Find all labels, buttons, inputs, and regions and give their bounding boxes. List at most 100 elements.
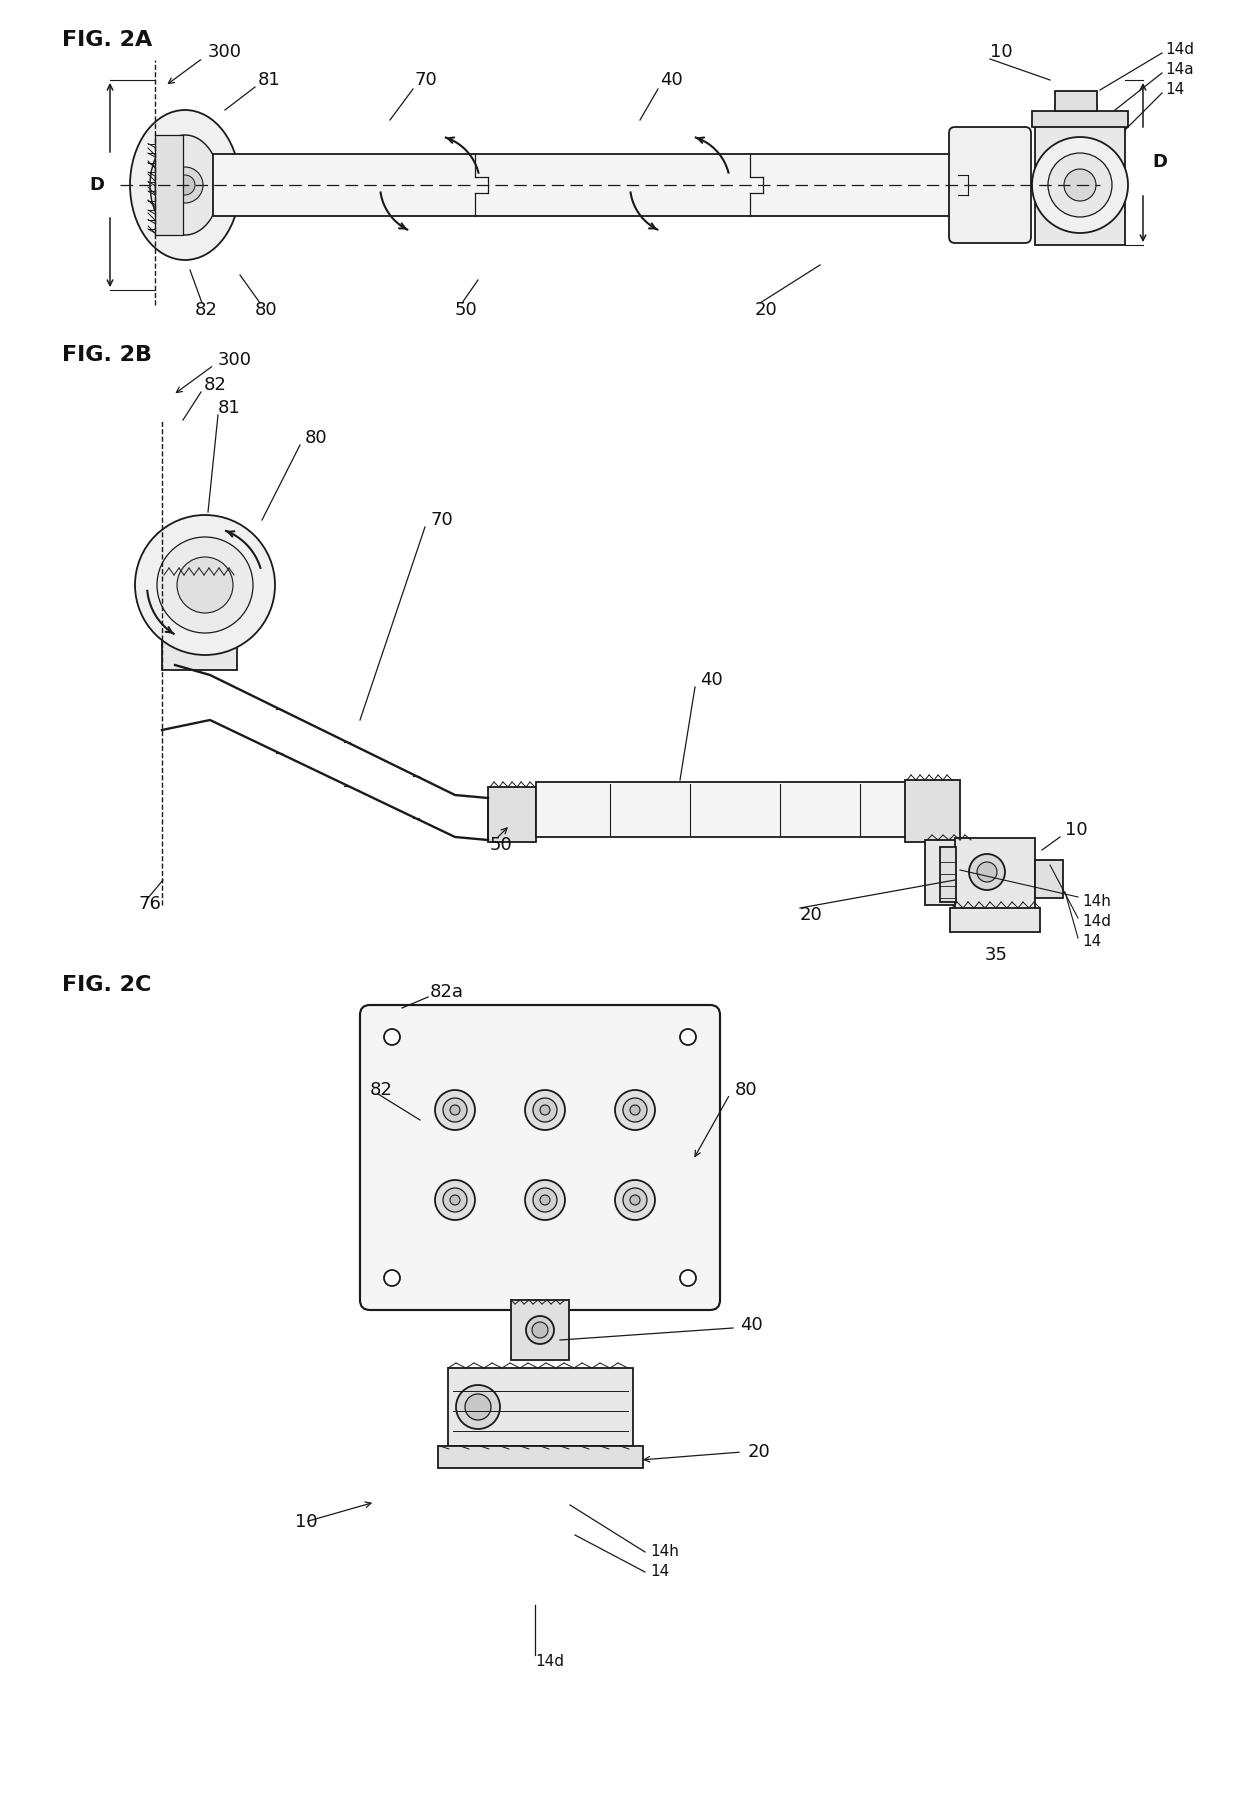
Bar — [955, 839, 1035, 911]
Bar — [1035, 860, 1063, 898]
Text: D: D — [89, 176, 104, 194]
Text: 81: 81 — [218, 400, 241, 418]
Bar — [905, 779, 960, 842]
Bar — [511, 1300, 569, 1361]
Bar — [155, 176, 177, 193]
Text: 14: 14 — [650, 1564, 670, 1580]
Circle shape — [977, 862, 997, 882]
Circle shape — [680, 1271, 696, 1285]
Text: 20: 20 — [800, 905, 823, 923]
Text: 14: 14 — [1166, 83, 1184, 97]
Circle shape — [532, 1321, 548, 1337]
Bar — [1032, 112, 1128, 128]
Circle shape — [615, 1181, 655, 1220]
Circle shape — [525, 1091, 565, 1130]
Circle shape — [175, 175, 195, 194]
Circle shape — [539, 1195, 551, 1204]
Text: 14: 14 — [1083, 934, 1101, 950]
Text: 20: 20 — [748, 1444, 771, 1462]
Circle shape — [135, 515, 275, 655]
Circle shape — [622, 1098, 647, 1121]
Bar — [213, 155, 955, 216]
Text: 50: 50 — [455, 301, 477, 319]
Bar — [155, 176, 177, 193]
Bar — [489, 787, 536, 842]
Circle shape — [465, 1393, 491, 1420]
Text: 82a: 82a — [430, 983, 464, 1001]
Text: 14d: 14d — [534, 1654, 564, 1670]
Text: 81: 81 — [258, 70, 280, 88]
Circle shape — [533, 1188, 557, 1211]
Text: 80: 80 — [735, 1082, 758, 1100]
Bar — [155, 176, 177, 193]
Circle shape — [450, 1105, 460, 1114]
Text: 50: 50 — [490, 835, 513, 853]
Circle shape — [443, 1098, 467, 1121]
Text: 10: 10 — [295, 1514, 317, 1532]
Circle shape — [157, 536, 253, 634]
Bar — [155, 176, 177, 193]
Text: 76: 76 — [138, 895, 161, 913]
Text: 300: 300 — [208, 43, 242, 61]
Text: D: D — [1152, 153, 1167, 171]
Text: 14h: 14h — [650, 1544, 678, 1559]
Circle shape — [435, 1091, 475, 1130]
Text: 82: 82 — [370, 1082, 393, 1100]
Bar — [155, 176, 177, 193]
Circle shape — [680, 1030, 696, 1046]
Circle shape — [630, 1195, 640, 1204]
Circle shape — [1032, 137, 1128, 232]
Text: 80: 80 — [305, 428, 327, 446]
Bar — [162, 574, 237, 670]
Text: FIG. 2A: FIG. 2A — [62, 31, 153, 50]
Circle shape — [630, 1105, 640, 1114]
Text: 300: 300 — [218, 351, 252, 369]
Text: 80: 80 — [255, 301, 278, 319]
Text: 14d: 14d — [1166, 43, 1194, 58]
Bar — [1055, 92, 1097, 112]
Circle shape — [526, 1316, 554, 1345]
Bar — [155, 135, 210, 236]
Circle shape — [167, 167, 203, 203]
Bar — [155, 176, 177, 193]
Circle shape — [384, 1030, 401, 1046]
Circle shape — [615, 1091, 655, 1130]
Circle shape — [177, 556, 233, 614]
Circle shape — [450, 1195, 460, 1204]
Bar — [155, 135, 184, 236]
Text: 82: 82 — [195, 301, 218, 319]
Text: 10: 10 — [1065, 821, 1087, 839]
Text: 70: 70 — [415, 70, 438, 88]
Text: 40: 40 — [660, 70, 683, 88]
Bar — [950, 907, 1040, 932]
Circle shape — [435, 1181, 475, 1220]
Bar — [1035, 124, 1125, 245]
Bar — [448, 1368, 632, 1445]
Text: FIG. 2B: FIG. 2B — [62, 346, 153, 365]
Text: 14a: 14a — [1166, 63, 1194, 77]
Circle shape — [443, 1188, 467, 1211]
Circle shape — [539, 1105, 551, 1114]
Circle shape — [456, 1384, 500, 1429]
Text: 10: 10 — [990, 43, 1013, 61]
Text: 70: 70 — [430, 511, 453, 529]
FancyBboxPatch shape — [949, 128, 1030, 243]
Bar — [925, 841, 975, 905]
Text: 20: 20 — [755, 301, 777, 319]
Text: 82: 82 — [205, 376, 227, 394]
Bar — [536, 781, 906, 837]
Circle shape — [1048, 153, 1112, 218]
Circle shape — [525, 1181, 565, 1220]
Circle shape — [622, 1188, 647, 1211]
Ellipse shape — [150, 135, 219, 236]
Text: 14d: 14d — [1083, 914, 1111, 929]
Text: 35: 35 — [985, 947, 1008, 965]
Bar — [438, 1445, 644, 1469]
Text: 14h: 14h — [1083, 895, 1111, 909]
Text: 40: 40 — [701, 671, 723, 689]
FancyBboxPatch shape — [360, 1004, 720, 1310]
Text: 40: 40 — [740, 1316, 763, 1334]
Circle shape — [384, 1271, 401, 1285]
Circle shape — [533, 1098, 557, 1121]
Bar — [940, 848, 956, 902]
